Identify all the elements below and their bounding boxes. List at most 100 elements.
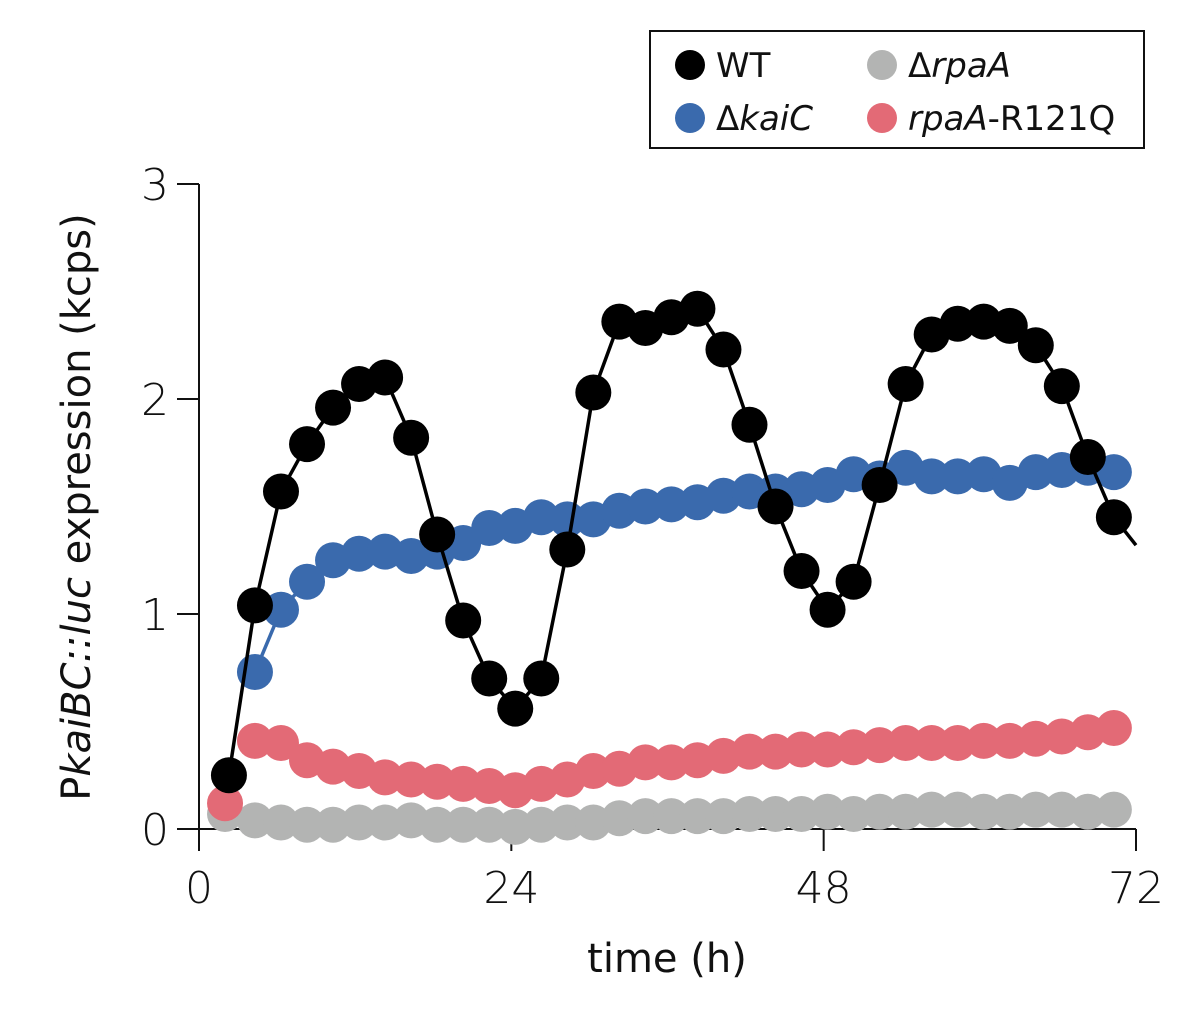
data-point (549, 501, 586, 538)
data-point (913, 725, 950, 761)
data-point (1017, 454, 1054, 491)
data-point (393, 419, 430, 456)
data-point (445, 806, 482, 843)
y-axis-title-prefix: P (54, 777, 100, 801)
series-delta-rpaa (207, 791, 1132, 845)
x-tick-label: 0 (185, 863, 213, 914)
legend-marker (675, 50, 705, 80)
series-delta-kaic (236, 449, 1132, 691)
data-point (783, 553, 820, 589)
legend-label-gene: kaiC (739, 99, 813, 139)
data-point (991, 793, 1028, 830)
y-tick-label: 0 (141, 805, 169, 856)
x-tick-label: 24 (483, 863, 539, 914)
y-axis-title: PkaiBC::luc expression (kcps) (54, 213, 100, 801)
data-point (575, 752, 612, 789)
data-point (1095, 709, 1132, 746)
data-point (341, 804, 378, 841)
data-point (939, 305, 976, 342)
legend-label: rpaA-R121Q (908, 99, 1115, 139)
data-point (627, 488, 664, 525)
data-point (471, 510, 508, 546)
legend-item: ΔrpaA (867, 46, 1011, 86)
data-point (289, 806, 326, 843)
data-point (289, 563, 326, 600)
data-point (1095, 454, 1132, 491)
data-point (367, 359, 404, 396)
data-point (835, 795, 872, 832)
data-point (835, 563, 872, 600)
data-point (1095, 791, 1132, 828)
data-point (315, 806, 352, 843)
data-point (207, 785, 244, 822)
data-point (991, 307, 1028, 344)
data-point (913, 791, 950, 828)
data-point (419, 806, 456, 843)
legend-label-gene: rpaA (931, 46, 1011, 86)
data-point (523, 806, 560, 843)
x-tick-label: 72 (1108, 863, 1164, 914)
data-point (1017, 720, 1054, 757)
x-tick-label: 48 (796, 863, 852, 914)
data-point (939, 458, 976, 495)
axes: 0 1 2 3 0 24 48 72 (141, 160, 1164, 914)
data-point (757, 795, 794, 832)
data-point (1017, 791, 1054, 828)
data-point (991, 722, 1028, 759)
legend-item: rpaA-R121Q (867, 99, 1115, 139)
legend-label-text: -R121Q (988, 99, 1116, 139)
data-point (523, 499, 560, 536)
data-point (549, 804, 586, 841)
data-point (731, 733, 768, 770)
data-point (731, 406, 768, 443)
data-point (601, 800, 638, 837)
data-point (445, 765, 482, 802)
data-point (653, 486, 690, 523)
legend-label: ΔkaiC (716, 99, 813, 139)
data-point (965, 722, 1002, 759)
data-point (731, 795, 768, 832)
data-point (497, 690, 534, 727)
data-point (835, 729, 872, 766)
data-point (1017, 327, 1054, 364)
data-point (731, 473, 768, 510)
data-point (210, 757, 247, 794)
data-point (289, 426, 326, 463)
data-point (913, 458, 950, 495)
data-point (419, 763, 456, 800)
data-point (315, 389, 352, 426)
y-axis-title-suffix: expression (kcps) (54, 213, 100, 577)
legend-marker (867, 50, 897, 80)
data-point (783, 731, 820, 768)
data-point (1069, 439, 1106, 476)
data-point (705, 798, 742, 835)
data-point (367, 759, 404, 796)
legend-label-text: WT (716, 46, 771, 86)
data-point (497, 808, 534, 845)
data-point (887, 725, 924, 761)
data-point (861, 467, 898, 503)
legend-marker (675, 103, 705, 133)
data-point (1043, 368, 1080, 405)
data-point (471, 660, 508, 697)
data-point (236, 587, 273, 624)
data-point (445, 602, 482, 639)
legend-label: WT (716, 46, 771, 86)
data-point (757, 733, 794, 770)
data-point (939, 725, 976, 761)
data-point (419, 516, 456, 553)
data-point (861, 727, 898, 764)
x-axis-title: time (h) (587, 936, 747, 982)
legend-label-delta: Δ (716, 99, 739, 139)
data-point (809, 591, 846, 628)
legend-label-gene: rpaA (908, 99, 988, 139)
data-point (262, 804, 299, 841)
data-point (627, 744, 664, 781)
data-point (705, 331, 742, 368)
data-point (861, 793, 898, 830)
data-point (236, 722, 273, 759)
data-point (653, 798, 690, 835)
data-point (679, 290, 716, 327)
legend-label: ΔrpaA (908, 46, 1011, 86)
